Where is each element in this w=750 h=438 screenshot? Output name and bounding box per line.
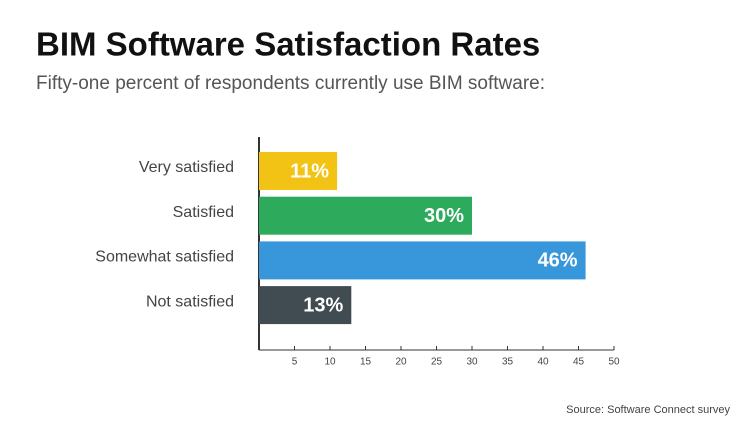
- value-label: 30%: [424, 205, 464, 227]
- bar: [259, 241, 586, 280]
- bar: [259, 196, 472, 235]
- value-label: 11%: [290, 160, 329, 182]
- category-label: Somewhat satisfied: [95, 249, 234, 266]
- bar: [259, 152, 338, 190]
- x-tick-label: 35: [502, 357, 514, 368]
- x-tick-label: 25: [431, 357, 443, 368]
- x-tick-label: 45: [573, 357, 585, 368]
- value-label: 46%: [538, 250, 578, 272]
- bar: [259, 286, 352, 325]
- x-tick-label: 20: [395, 357, 407, 368]
- x-tick-label: 15: [360, 357, 372, 368]
- x-tick-label: 40: [537, 357, 549, 368]
- category-label: Satisfied: [173, 204, 234, 221]
- value-label: 13%: [303, 294, 343, 316]
- chart-subtitle: Fifty-one percent of respondents current…: [36, 73, 545, 94]
- source-note: Source: Software Connect survey: [566, 404, 730, 416]
- x-tick-label: 30: [466, 357, 478, 368]
- x-tick-label: 10: [324, 357, 336, 368]
- chart-title: BIM Software Satisfaction Rates: [36, 26, 540, 63]
- x-tick-label: 5: [292, 357, 298, 368]
- x-tick-label: 50: [608, 357, 620, 368]
- category-label: Very satisfied: [139, 159, 234, 176]
- category-label: Not satisfied: [146, 293, 234, 310]
